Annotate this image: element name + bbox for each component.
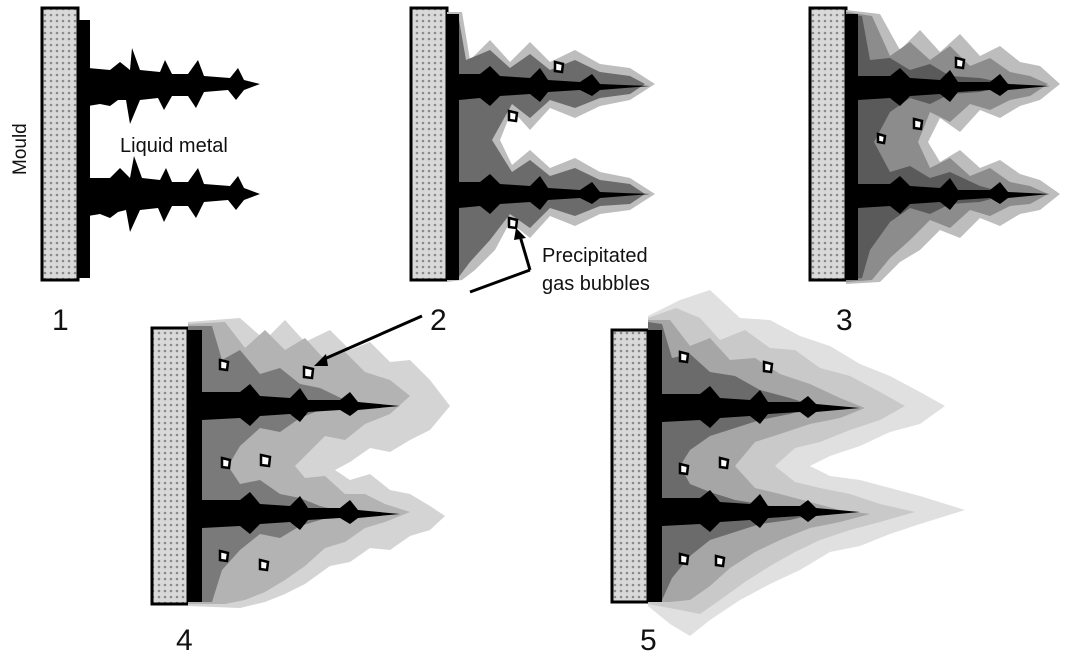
mould-wall	[409, 6, 449, 282]
gas-bubble	[954, 56, 966, 70]
solid-shell	[846, 14, 858, 280]
step-number: 5	[640, 624, 657, 654]
gas-bubble	[678, 552, 690, 566]
gas-bubble	[876, 132, 887, 145]
panel-5: 5	[610, 290, 965, 654]
dendrite-arm	[88, 48, 260, 124]
arrow-head	[314, 354, 328, 366]
gas-bubble	[507, 216, 519, 230]
bubbles-label-line1: Precipitated	[542, 245, 648, 267]
gas-bubble	[507, 109, 519, 123]
panel-2: Precipitated gas bubbles 2	[409, 6, 655, 337]
mould-label: Mould	[10, 123, 31, 175]
gas-bubble	[912, 117, 924, 131]
step-number: 1	[52, 304, 69, 337]
dendrite-arm	[662, 386, 860, 428]
pointer-line	[321, 314, 423, 362]
pointer-line	[469, 268, 531, 294]
mould-wall	[40, 6, 80, 282]
dendrite-arm	[858, 176, 1050, 214]
gas-bubble	[762, 360, 774, 374]
dendrite-arm	[202, 384, 400, 426]
gas-bubble	[259, 453, 272, 468]
dendrite-arm	[459, 66, 650, 106]
dendrite-arm	[88, 156, 260, 232]
panel-3: 3	[808, 6, 1060, 337]
arrow-head	[514, 228, 526, 240]
pointer-line	[518, 235, 532, 271]
gas-bubble	[218, 358, 230, 372]
gas-bubble	[714, 554, 726, 568]
solid-shell	[648, 330, 662, 602]
solid-shell	[447, 14, 459, 280]
step-number: 2	[430, 304, 447, 337]
gas-bubble	[218, 549, 230, 563]
gas-bubble	[678, 462, 690, 476]
dendrite-arm	[459, 174, 650, 214]
solid-shell	[78, 20, 90, 278]
gas-bubble	[220, 456, 232, 470]
gas-bubble	[718, 456, 730, 470]
panel-1: Mould Liquid metal 1	[10, 6, 260, 337]
solidified-zone	[648, 322, 815, 600]
mould-wall	[150, 326, 190, 606]
liquid-metal-label: Liquid metal	[120, 135, 228, 157]
step-number: 3	[836, 304, 853, 337]
gas-bubble	[553, 60, 565, 74]
panel-4: 4	[150, 314, 450, 654]
dendrite-arm	[662, 490, 860, 532]
mould-wall	[610, 328, 650, 604]
gas-bubble	[678, 350, 690, 364]
gas-bubble	[258, 558, 270, 572]
step-number: 4	[176, 624, 193, 654]
dendrite-arm	[858, 68, 1050, 106]
dendrite-arm	[202, 492, 400, 534]
solid-shell	[188, 330, 202, 602]
gas-bubble	[302, 365, 315, 380]
bubbles-label-line2: gas bubbles	[542, 273, 650, 295]
mould-wall	[808, 6, 848, 282]
